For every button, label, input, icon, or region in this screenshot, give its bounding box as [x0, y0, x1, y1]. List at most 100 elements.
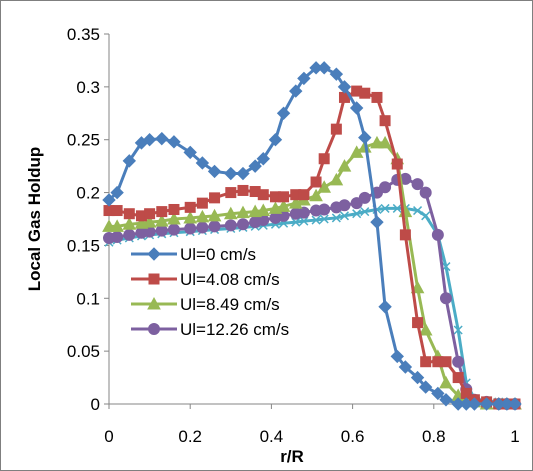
- data-point: [278, 191, 290, 203]
- data-point: [358, 191, 371, 204]
- data-point: [452, 372, 464, 384]
- data-point: [110, 185, 124, 200]
- data-point: [337, 80, 352, 94]
- data-point: [183, 210, 198, 224]
- data-point: [111, 230, 124, 243]
- data-point: [392, 203, 402, 213]
- data-point: [358, 130, 372, 145]
- data-point: [236, 205, 250, 219]
- data-point: [155, 131, 169, 146]
- data-point: [310, 176, 322, 188]
- legend-marker: [148, 323, 160, 335]
- legend: Ul=0 cm/s Ul=4.08 cm/s Ul=8.49 cm/s Ul=12.2…: [131, 245, 289, 339]
- data-point: [268, 133, 283, 147]
- data-point: [236, 166, 250, 181]
- y-tick-label: 0.05: [67, 342, 100, 361]
- data-point: [297, 206, 310, 219]
- x-axis-title: r/R: [280, 447, 304, 466]
- data-point: [412, 317, 424, 329]
- data-point: [184, 201, 196, 213]
- data-point: [453, 325, 463, 335]
- data-point: [142, 215, 157, 228]
- data-point: [370, 135, 384, 149]
- data-point: [298, 189, 310, 201]
- x-tick-label: 0.8: [422, 427, 446, 446]
- data-point: [289, 84, 303, 98]
- data-point: [224, 219, 237, 232]
- y-tick-label: 0.25: [67, 131, 100, 150]
- data-point: [291, 217, 301, 227]
- data-point: [419, 186, 432, 199]
- y-tick-label: 0.3: [76, 78, 100, 97]
- data-point: [452, 355, 465, 368]
- data-point: [329, 67, 344, 81]
- data-point: [167, 223, 180, 236]
- data-point: [379, 181, 392, 194]
- data-point: [236, 218, 249, 231]
- data-point: [360, 207, 370, 217]
- data-point: [142, 133, 157, 147]
- data-point: [431, 386, 445, 401]
- data-point: [370, 215, 384, 229]
- data-point: [329, 172, 344, 186]
- data-point: [309, 188, 323, 202]
- data-point: [418, 380, 433, 394]
- data-point: [380, 203, 390, 213]
- data-point: [196, 197, 208, 209]
- data-point: [123, 208, 135, 220]
- data-point: [195, 156, 210, 170]
- x-tick-label: 0.2: [178, 427, 202, 446]
- data-point: [359, 87, 371, 99]
- data-point: [439, 292, 452, 305]
- data-point: [398, 360, 413, 374]
- data-point: [318, 153, 330, 165]
- data-point: [299, 216, 309, 226]
- data-point: [337, 159, 352, 172]
- data-point: [420, 356, 432, 368]
- data-point: [349, 101, 364, 115]
- data-point: [167, 135, 181, 149]
- data-point: [144, 208, 156, 220]
- data-point: [110, 219, 124, 232]
- x-tick-label: 0.4: [260, 427, 284, 446]
- data-point: [297, 71, 311, 86]
- series-1: [102, 61, 522, 411]
- data-point: [209, 192, 221, 204]
- data-point: [339, 211, 350, 221]
- data-point: [391, 158, 403, 170]
- data-point: [378, 300, 392, 314]
- x-tick-label: 1: [510, 427, 519, 446]
- data-point: [208, 220, 221, 233]
- data-point: [371, 91, 383, 103]
- data-point: [413, 206, 423, 216]
- y-tick-label: 0.35: [67, 25, 100, 44]
- data-point: [237, 184, 249, 196]
- data-point: [224, 166, 238, 181]
- data-point: [155, 224, 168, 237]
- data-point: [439, 393, 453, 407]
- y-axis-title: Local Gas Holdup: [25, 147, 44, 292]
- data-point: [183, 145, 197, 160]
- data-point: [122, 217, 137, 230]
- data-point: [479, 397, 494, 411]
- y-tick-label: 0.2: [76, 184, 100, 203]
- data-point: [207, 208, 222, 222]
- data-point: [378, 135, 392, 149]
- data-point: [338, 199, 351, 212]
- data-point: [421, 211, 431, 221]
- data-point: [196, 221, 209, 234]
- data-point: [276, 106, 291, 120]
- data-point: [431, 228, 444, 241]
- data-point: [195, 209, 210, 223]
- data-point: [223, 206, 238, 220]
- data-point: [410, 370, 425, 385]
- data-point: [330, 123, 342, 135]
- data-point: [156, 206, 168, 218]
- data-point: [257, 189, 269, 201]
- data-point: [318, 203, 331, 216]
- data-point: [248, 159, 262, 173]
- series-2: [103, 85, 521, 410]
- data-point: [122, 154, 137, 168]
- data-point: [168, 203, 180, 215]
